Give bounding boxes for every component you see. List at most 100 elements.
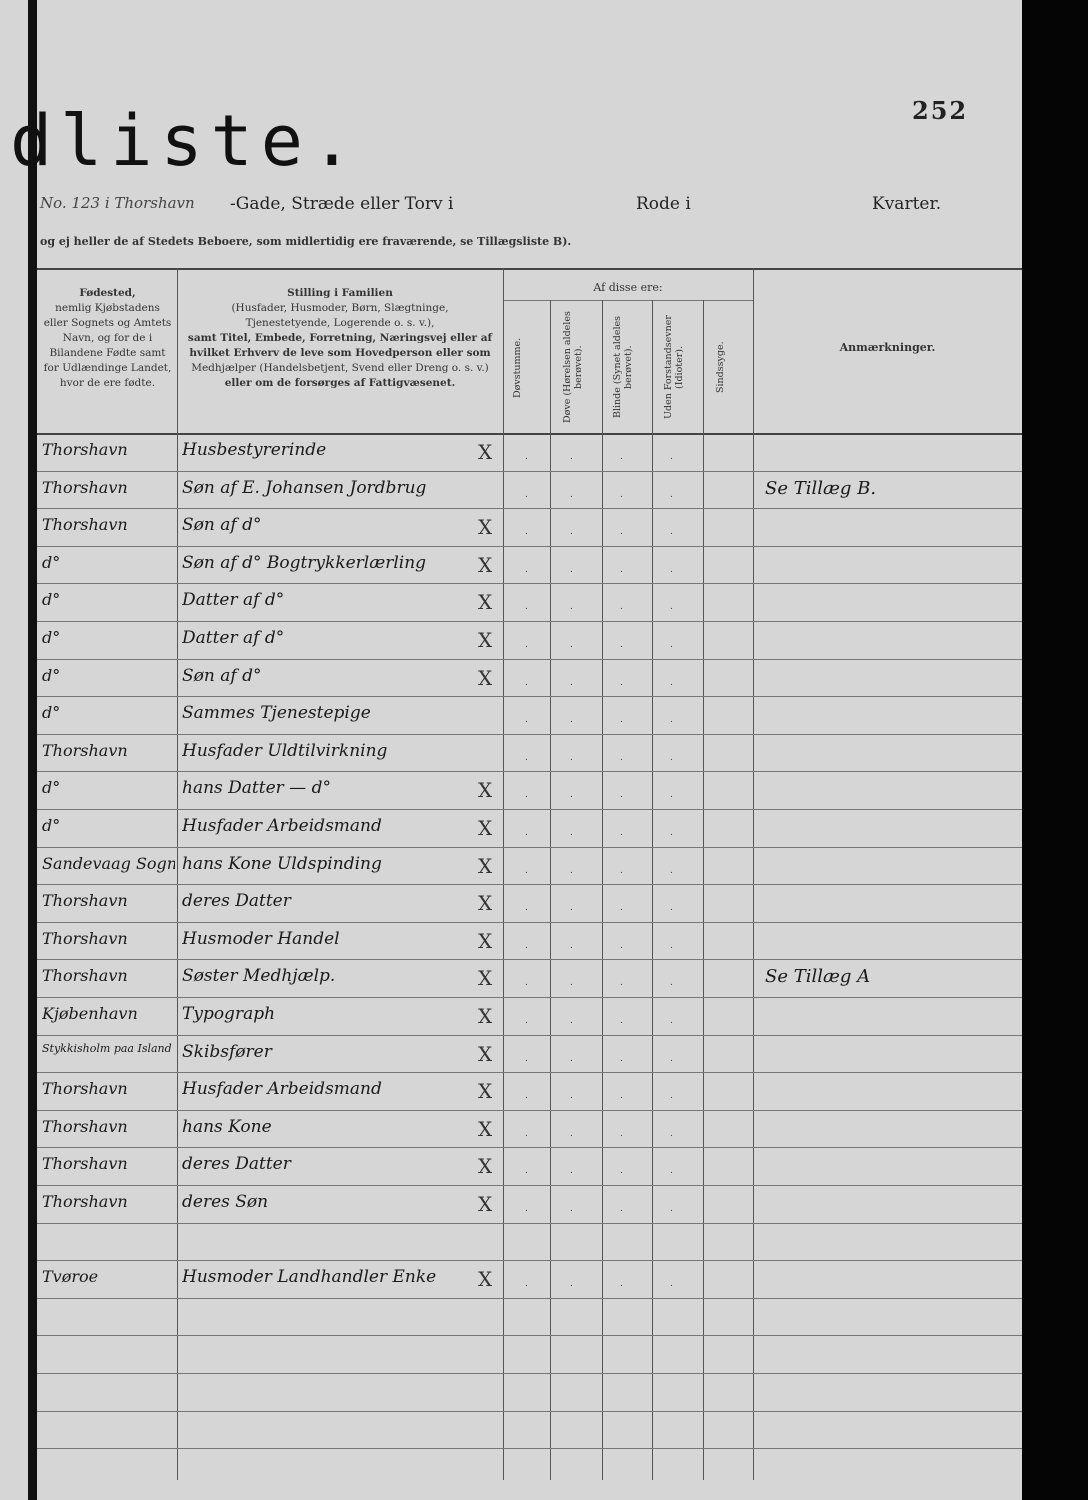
position-cell: Husfader Arbeidsmand [182,816,382,836]
row-rule [37,1223,1022,1224]
position-cell: Husfader Uldtilvirkning [182,741,388,761]
dot-mark: . [620,903,623,913]
position-cell: Søn af E. Johansen Jordbrug [182,478,427,498]
dot-mark: . [670,640,673,650]
dot-mark: . [620,978,623,988]
row-rule [37,583,1022,584]
page-number: 252 [912,96,969,125]
birthplace-cell: Thorshavn [42,440,128,459]
check-mark: X [478,628,493,652]
dot-mark: . [570,1054,573,1064]
check-mark: X [478,854,493,878]
birthplace-cell: Kjøbenhavn [42,1004,138,1023]
row-rule [37,1260,1022,1261]
row-rule [37,922,1022,923]
dot-mark: . [620,1204,623,1214]
birthplace-cell: Thorshavn [42,1079,128,1098]
dot-mark: . [670,828,673,838]
dot-mark: . [670,452,673,462]
column-divider [703,300,704,1480]
dot-mark: . [570,866,573,876]
dot-mark: . [525,527,528,537]
row-rule [37,546,1022,547]
dot-mark: . [570,452,573,462]
remark-cell: Se Tillæg B. [765,478,877,499]
remark-cell: Se Tillæg A [765,966,871,987]
birthplace-cell: Thorshavn [42,741,128,760]
dot-mark: . [670,978,673,988]
dot-mark: . [620,452,623,462]
table-top-rule [37,268,1022,270]
sindssyge-header: Sindssyge. [715,341,726,394]
birthplace-cell: Thorshavn [42,891,128,910]
check-mark: X [478,515,493,539]
birthplace-cell: Stykkisholm paa Island [42,1042,172,1055]
birthplace-cell: Sandevaag Sogn [42,854,175,873]
dot-mark: . [570,790,573,800]
dot-mark: . [620,941,623,951]
fodested-header: Fødested, nemlig Kjøbstadens eller Sognets… [43,287,172,389]
header-bottom-rule [37,433,1022,435]
dot-mark: . [670,1129,673,1139]
column-divider [753,268,754,1480]
position-cell: Husfader Arbeidsmand [182,1079,382,1099]
dot-mark: . [570,1016,573,1026]
position-cell: Datter af d° [182,628,285,648]
kvarter-label: Kvarter. [872,194,942,214]
birthplace-cell: Thorshavn [42,478,128,497]
dot-mark: . [570,1204,573,1214]
dot-mark: . [525,452,528,462]
dot-mark: . [670,1279,673,1289]
dot-mark: . [670,1054,673,1064]
column-divider [177,268,178,1480]
address-handwritten: No. 123 i Thorshavn [40,194,195,212]
birthplace-cell: Thorshavn [42,515,128,534]
dot-mark: . [570,1279,573,1289]
dot-mark: . [525,678,528,688]
position-cell: Søn af d° [182,515,262,535]
dot-mark: . [525,978,528,988]
dot-mark: . [620,678,623,688]
check-mark: X [478,1079,493,1103]
check-mark: X [478,666,493,690]
dot-mark: . [670,1204,673,1214]
birthplace-cell: d° [42,553,61,572]
row-rule [37,696,1022,697]
dot-mark: . [570,941,573,951]
dot-mark: . [525,753,528,763]
dot-mark: . [525,565,528,575]
dot-mark: . [670,490,673,500]
position-cell: Husmoder Handel [182,929,340,949]
row-rule [37,1035,1022,1036]
stilling-header: Stilling i Familien (Husfader, Husmoder, … [187,287,493,389]
row-rule [37,508,1022,509]
column-divider [602,300,603,1480]
dovstumme-header: Døvstumme. [512,337,523,398]
dot-mark: . [570,903,573,913]
dot-mark: . [620,490,623,500]
dot-mark: . [620,828,623,838]
birthplace-cell: d° [42,703,61,722]
row-rule [37,659,1022,660]
dot-mark: . [670,1016,673,1026]
column-divider [652,300,653,1480]
dot-mark: . [570,565,573,575]
dot-mark: . [570,978,573,988]
dot-mark: . [525,602,528,612]
dot-mark: . [620,1129,623,1139]
dot-mark: . [670,602,673,612]
dot-mark: . [620,753,623,763]
dot-mark: . [620,640,623,650]
row-rule [37,1110,1022,1111]
dot-mark: . [620,1279,623,1289]
anmaerkninger-header: Anmærkninger. [839,341,936,354]
check-mark: X [478,1117,493,1141]
dot-mark: . [620,565,623,575]
dot-mark: . [525,828,528,838]
dot-mark: . [620,715,623,725]
dot-mark: . [670,941,673,951]
check-mark: X [478,1192,493,1216]
dot-mark: . [670,790,673,800]
dot-mark: . [570,640,573,650]
